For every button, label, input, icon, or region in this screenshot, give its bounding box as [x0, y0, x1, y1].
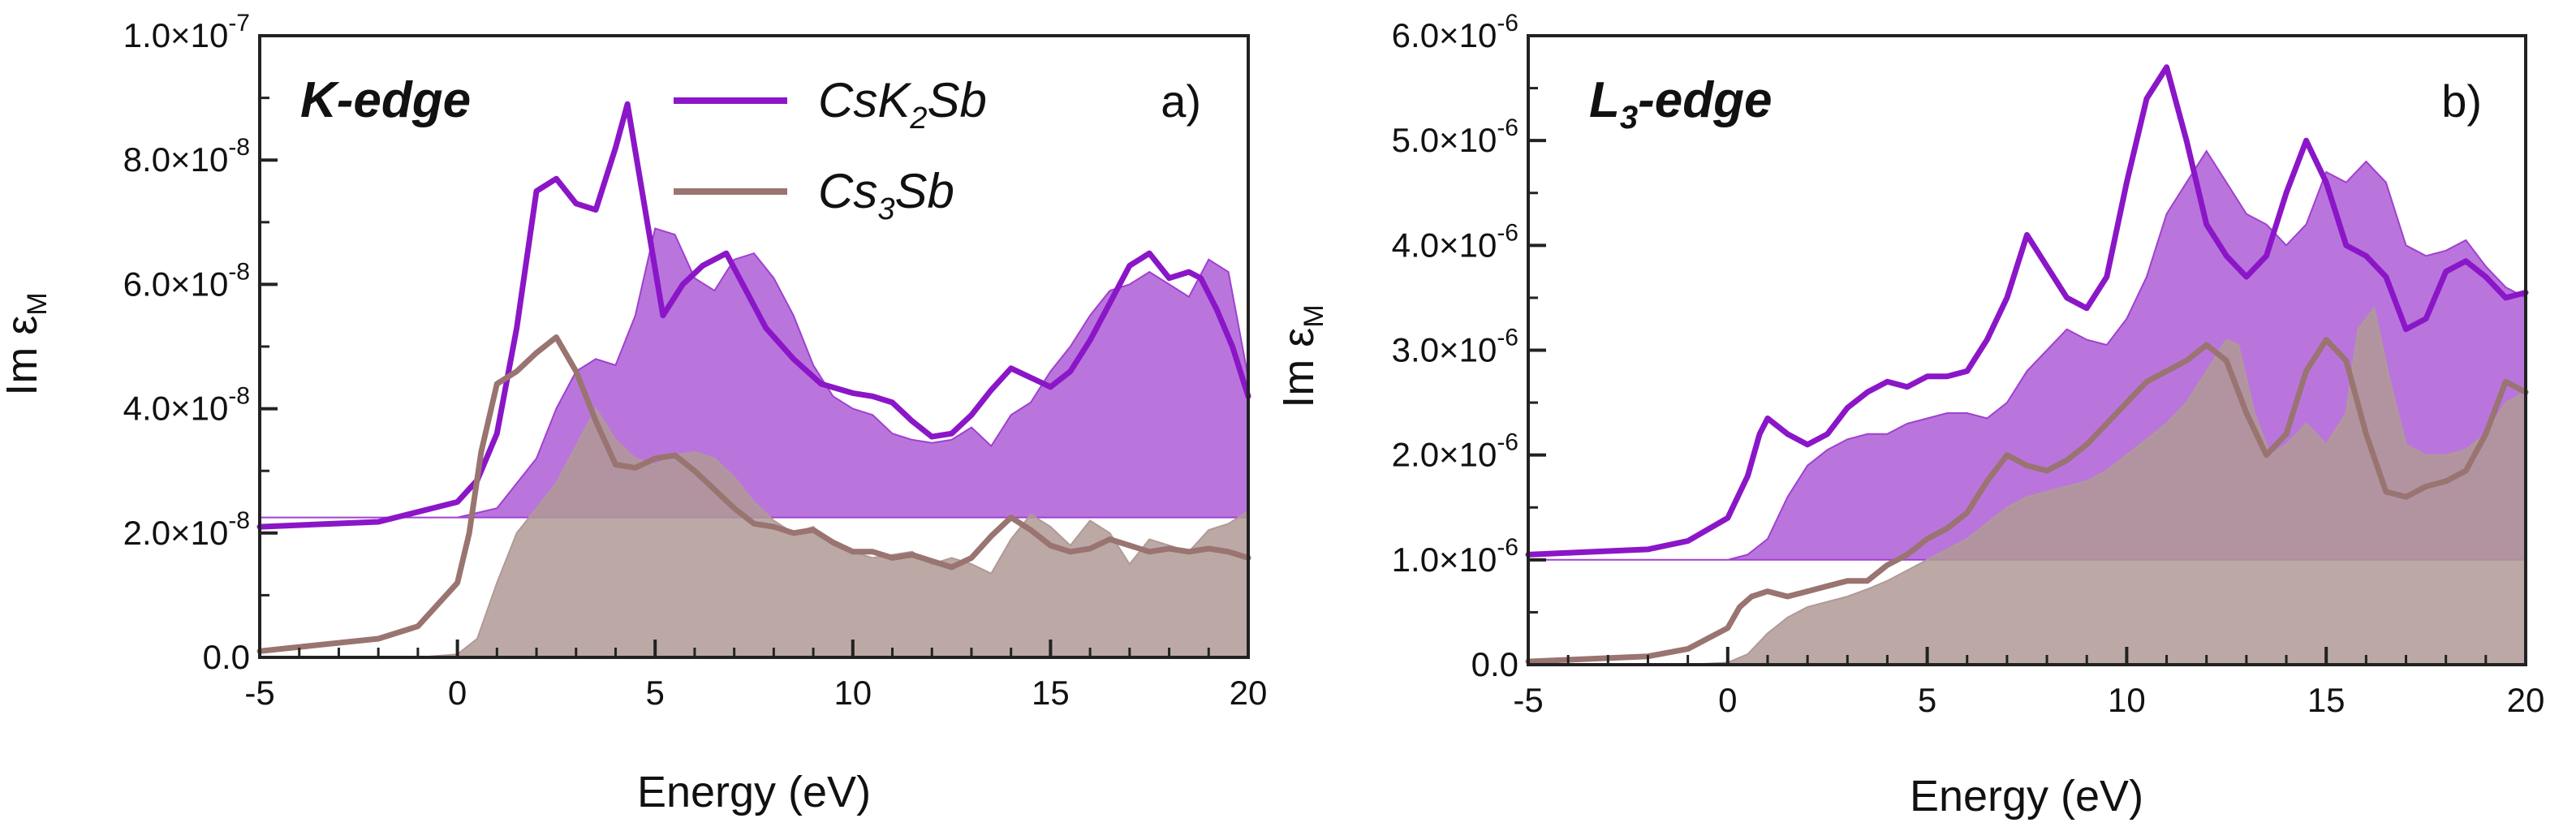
panel-b-xtick-label: -5: [1513, 681, 1543, 719]
panel-a-yticks: 0.02.0×10-84.0×10-86.0×10-88.0×10-81.0×1…: [123, 10, 278, 676]
panel-a-ylabel-main: Im ε: [0, 316, 46, 396]
panel-b-areas: [1528, 149, 2526, 665]
panel-b-line-csk2sb-line: [1525, 64, 2529, 558]
panel-a-xtick-label: 15: [1032, 674, 1070, 712]
legend-cs3-sb-part-2: Sb: [894, 164, 954, 218]
panel-b-ytick-exponent: -6: [1497, 219, 1518, 246]
panel-a-areas: [260, 227, 1249, 658]
legend-label-cs3-sb: Cs3Sb: [818, 164, 954, 226]
panel-b-ytick-label: 4.0×10-6: [1392, 219, 1518, 264]
panel-a-letter: a): [1161, 75, 1201, 127]
panel-a-ytick-exponent: -8: [228, 507, 250, 534]
panel-b-xlabel: Energy (eV): [1910, 772, 2143, 821]
panel-a-edge-rest: -edge: [337, 72, 471, 128]
panel-a-xtick-label: 20: [1230, 674, 1268, 712]
panel-b-xticks: -5 0 5 10 15 20: [1513, 647, 2544, 719]
panel-a-ytick-mantissa: 1.0×10: [123, 16, 229, 54]
panel-a-ytick-label: 6.0×10-8: [123, 258, 250, 303]
panel-b-ytick-mantissa: 2.0×10: [1392, 436, 1497, 474]
panel-a-ytick-exponent: -8: [228, 258, 250, 285]
panel-a-xticks: -5 0 5 10 15 20: [244, 640, 1267, 712]
panel-b-ytick-exponent: -6: [1497, 429, 1518, 456]
panel-b-ytick-mantissa: 1.0×10: [1392, 541, 1497, 579]
legend-label-cs-k2-sb: CsK2Sb: [818, 73, 987, 136]
panel-a-xtick-label: 10: [834, 674, 872, 712]
panel-b-ylabel-main: Im ε: [1274, 328, 1323, 408]
panel-b-edge-rest: -edge: [1638, 72, 1772, 128]
panel-a-ytick-label: 8.0×10-8: [123, 134, 250, 179]
panel-a-line-csk2sb-line: [256, 101, 1251, 530]
panel-a-xtick-label: 0: [448, 674, 467, 712]
panel-b-line-cs3sb-line: [1525, 337, 2529, 665]
panel-b-ytick-mantissa: 4.0×10: [1392, 226, 1497, 264]
panel-a-ylabel: Im εM: [0, 292, 53, 395]
panel-a-ytick-exponent: -7: [228, 10, 250, 37]
legend-cs-k2-sb-part-2: 2: [909, 101, 927, 136]
panel-b-xtick-label: 15: [2307, 681, 2346, 719]
panel-b-xtick-label: 0: [1718, 681, 1737, 719]
legend-entry-cs3-sb: Cs3Sb: [674, 164, 954, 226]
panel-a-area-csk2sb-shaded: [260, 227, 1249, 519]
panel-b-yticks: 0.01.0×10-62.0×10-63.0×10-64.0×10-65.0×1…: [1392, 10, 1546, 683]
panel-a-ytick-label: 2.0×10-8: [123, 507, 250, 552]
panel-a-ytick-exponent: -8: [228, 383, 250, 410]
panel-a-lines: [256, 101, 1251, 654]
panel-a-ytick-mantissa: 6.0×10: [123, 265, 229, 303]
panel-a-xlabel: Energy (eV): [637, 768, 871, 816]
legend-cs3-sb-part-0: Cs: [818, 164, 877, 218]
panel-b-ytick-mantissa: 5.0×10: [1392, 121, 1497, 159]
panel-a-line-cs3sb-line: [256, 334, 1251, 654]
legend-cs-k2-sb-part-0: Cs: [818, 73, 877, 127]
panel-a: 0.02.0×10-84.0×10-86.0×10-88.0×10-81.0×1…: [0, 10, 1267, 816]
panel-b-ytick-label: 5.0×10-6: [1392, 114, 1518, 159]
panel-a-edge-main: K: [300, 72, 340, 128]
panel-a-xtick-label: 5: [646, 674, 665, 712]
panel-a-edge-label: K-edge: [300, 72, 471, 128]
legend: CsK2Sb Cs3Sb: [674, 73, 987, 226]
panel-b-ytick-exponent: -6: [1497, 534, 1518, 561]
panel-a-ytick-mantissa: 8.0×10: [123, 140, 229, 179]
panel-b-xtick-label: 5: [1918, 681, 1936, 719]
panel-b-letter: b): [2441, 75, 2482, 127]
panel-b-edge-label: L3-edge: [1589, 72, 1772, 136]
panel-a-ytick-label: 4.0×10-8: [123, 383, 250, 428]
panel-b-edge-sub: 3: [1620, 100, 1638, 136]
panel-b-ytick-label: 3.0×10-6: [1392, 325, 1518, 369]
panel-b-ylabel: Im εM: [1274, 304, 1329, 407]
panel-b-ytick-mantissa: 3.0×10: [1392, 331, 1497, 369]
panel-b-ytick-mantissa: 6.0×10: [1392, 16, 1497, 54]
panel-a-ylabel-sub: M: [22, 292, 53, 315]
panel-b-xtick-label: 20: [2507, 681, 2545, 719]
panel-a-ytick-mantissa: 4.0×10: [123, 390, 229, 428]
panel-b-ytick-exponent: -6: [1497, 10, 1518, 37]
panel-b-ytick-label: 1.0×10-6: [1392, 534, 1518, 579]
panel-b-ytick-label: 6.0×10-6: [1392, 10, 1518, 54]
legend-cs-k2-sb-part-3: Sb: [928, 73, 987, 127]
panel-b-lines: [1525, 64, 2529, 665]
panel-b-ytick-exponent: -6: [1497, 114, 1518, 141]
legend-cs3-sb-part-1: 3: [877, 192, 894, 226]
panel-a-xtick-label: -5: [244, 674, 274, 712]
panel-b-ylabel-sub: M: [1299, 304, 1329, 327]
panel-a-ytick-exponent: -8: [228, 134, 250, 161]
panel-b-ytick-exponent: -6: [1497, 325, 1518, 351]
panel-a-ytick-mantissa: 2.0×10: [123, 514, 229, 552]
legend-cs-k2-sb-part-1: K: [877, 73, 912, 127]
panel-a-ytick-label: 1.0×10-7: [123, 10, 250, 54]
panel-a-ytick-label: 0.0: [203, 638, 250, 676]
panel-b-ytick-mantissa: 0.0: [1471, 645, 1518, 683]
legend-entry-cs-k2-sb: CsK2Sb: [674, 73, 987, 136]
panel-b-area-cs3sb-shaded: [1528, 306, 2526, 665]
panel-b: 0.01.0×10-62.0×10-63.0×10-64.0×10-65.0×1…: [1274, 10, 2544, 821]
panel-b-ytick-label: 0.0: [1471, 645, 1518, 683]
panel-a-ytick-mantissa: 0.0: [203, 638, 250, 676]
panel-b-ytick-label: 2.0×10-6: [1392, 429, 1518, 474]
panel-b-edge-main: L: [1589, 72, 1620, 128]
panel-b-xtick-label: 10: [2108, 681, 2146, 719]
